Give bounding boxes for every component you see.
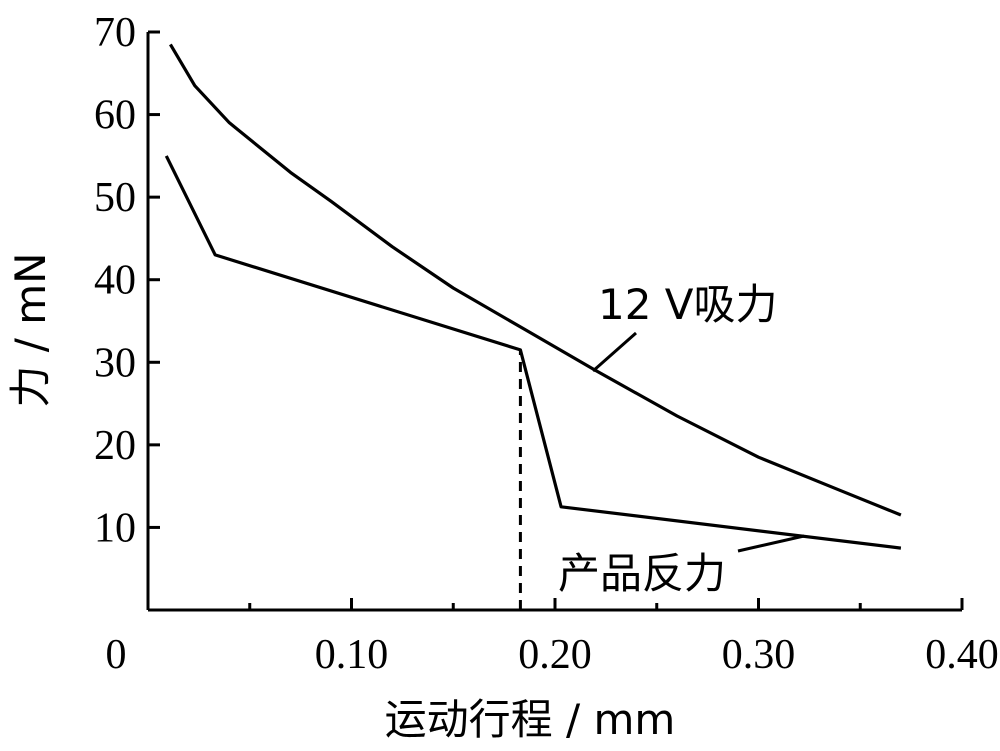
series-line-12v-suction xyxy=(169,43,902,517)
y-tick-label: 50 xyxy=(94,175,136,221)
y-tick-label: 10 xyxy=(94,505,136,551)
y-axis-title: 力 / mN xyxy=(6,252,55,407)
y-tick-label: 70 xyxy=(94,10,136,56)
ticks xyxy=(148,30,964,610)
series-line-product-reaction xyxy=(164,155,902,550)
x-axis-title: 运动行程 / mm xyxy=(385,695,676,744)
series-label-suction: 12 V吸力 xyxy=(598,280,778,329)
x-tick-label: 0.40 xyxy=(925,632,999,678)
y-tick-label: 30 xyxy=(94,340,136,386)
y-tick-label: 40 xyxy=(94,258,136,304)
x-tick-label: 0.10 xyxy=(315,632,389,678)
tick-labels: 10 20 30 40 50 60 70 0.10 0.20 0.30 0.40 xyxy=(94,10,999,678)
axes xyxy=(146,32,962,612)
y-tick-label: 60 xyxy=(94,93,136,139)
x-tick-label: 0.30 xyxy=(722,632,796,678)
series-lines xyxy=(164,43,902,550)
leader-line-suction xyxy=(592,331,637,373)
origin-label: 0 xyxy=(106,632,127,678)
y-tick-label: 20 xyxy=(94,423,136,469)
x-tick-label: 0.20 xyxy=(518,632,592,678)
series-label-reaction: 产品反力 xyxy=(558,549,726,598)
leader-line-reaction xyxy=(737,534,805,553)
